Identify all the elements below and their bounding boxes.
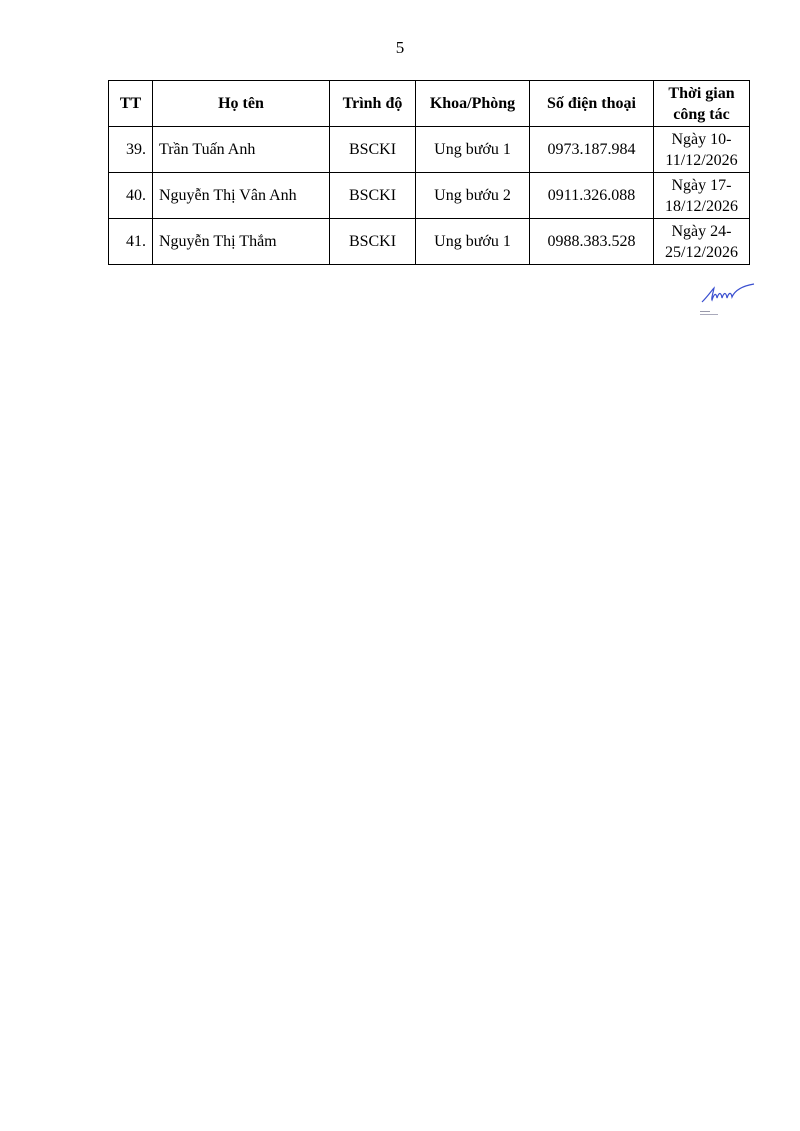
header-cell: Khoa/Phòng (415, 80, 530, 127)
table-cell: BSCKI (329, 172, 416, 219)
table-cell: 0988.383.528 (529, 218, 654, 265)
signature (700, 283, 755, 315)
table-cell: Trần Tuấn Anh (152, 126, 330, 173)
table-cell: BSCKI (329, 126, 416, 173)
table-cell: Ung bướu 2 (415, 172, 530, 219)
table-row: 40. Nguyễn Thị Vân Anh BSCKI Ung bướu 2 0911… (108, 172, 750, 219)
header-cell: Thời gian công tác (653, 80, 750, 127)
table-cell: Ngày 17-18/12/2026 (653, 172, 750, 219)
header-row: TT Họ tên Trình độ Khoa/Phòng Số điện th… (108, 80, 750, 127)
table-cell: Ngày 24-25/12/2026 (653, 218, 750, 265)
staff-table: TT Họ tên Trình độ Khoa/Phòng Số điện th… (108, 80, 750, 265)
header-cell: TT (108, 80, 153, 127)
table-cell: Nguyễn Thị Thắm (152, 218, 330, 265)
table-cell: Nguyễn Thị Vân Anh (152, 172, 330, 219)
table-cell: 40. (108, 172, 153, 219)
page-number: 5 (395, 38, 405, 57)
table-cell: Ung bướu 1 (415, 126, 530, 173)
table-cell: BSCKI (329, 218, 416, 265)
table-cell: Ngày 10-11/12/2026 (653, 126, 750, 173)
table-cell: 0973.187.984 (529, 126, 654, 173)
table-row: 41. Nguyễn Thị Thắm BSCKI Ung bướu 1 0988.38… (108, 218, 750, 265)
table-cell: 0911.326.088 (529, 172, 654, 219)
table-row: 39. Trần Tuấn Anh BSCKI Ung bướu 1 0973.187.… (108, 126, 750, 173)
header-cell: Trình độ (329, 80, 416, 127)
header-cell: Họ tên (152, 80, 330, 127)
table-cell: 41. (108, 218, 153, 265)
header-cell: Số điện thoại (529, 80, 654, 127)
table-cell: 39. (108, 126, 153, 173)
table-cell: Ung bướu 1 (415, 218, 530, 265)
